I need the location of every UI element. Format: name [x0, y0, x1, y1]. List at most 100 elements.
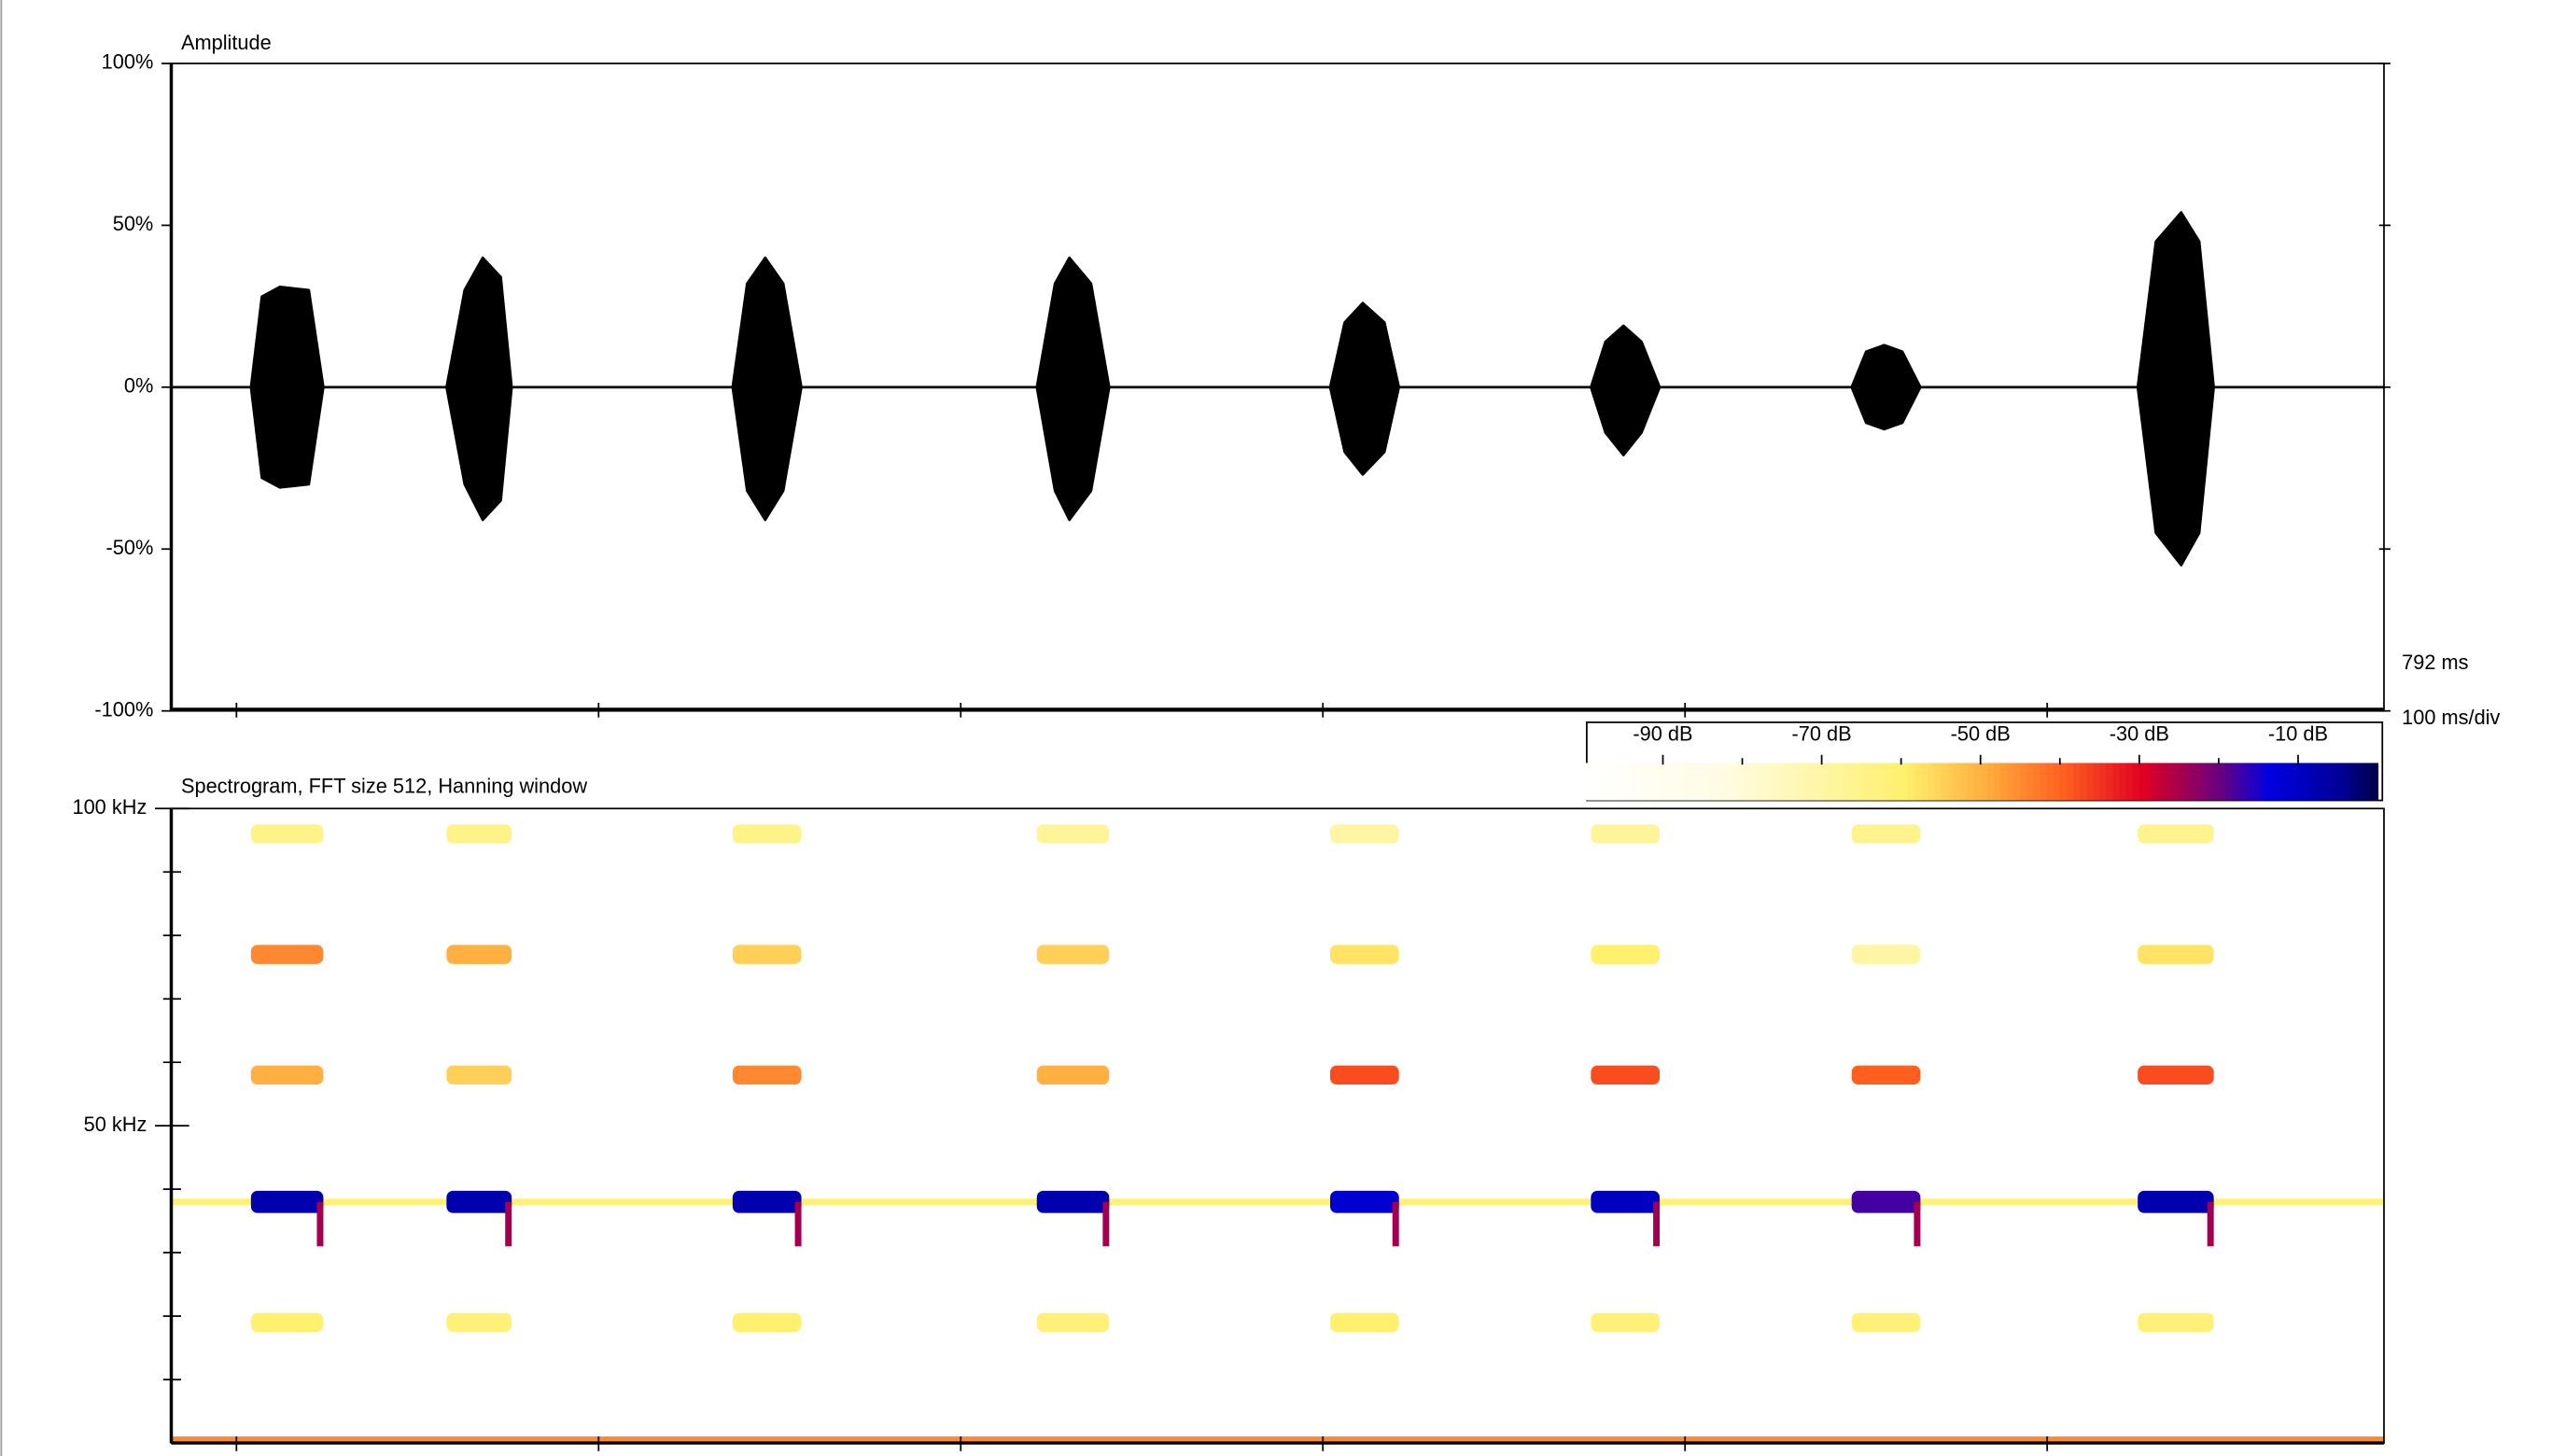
color-swatch — [2013, 763, 2022, 801]
color-swatch — [1676, 763, 1684, 801]
call-tail — [794, 1201, 802, 1247]
color-swatch — [1649, 763, 1658, 801]
waveform — [170, 385, 2386, 567]
color-swatch — [1887, 763, 1896, 801]
harmonic-band — [1329, 1190, 1399, 1213]
call-tail — [2207, 1201, 2214, 1247]
color-swatch — [1782, 763, 1790, 801]
color-swatch — [2318, 763, 2326, 801]
color-swatch — [2265, 763, 2273, 801]
color-swatch — [2251, 763, 2260, 801]
color-swatch — [1960, 763, 1969, 801]
color-swatch — [2218, 763, 2227, 801]
color-swatch — [1729, 763, 1737, 801]
color-swatch — [1986, 763, 1995, 801]
color-swatch — [2066, 763, 2075, 801]
call-tail — [316, 1201, 324, 1247]
color-swatch — [1934, 763, 1942, 801]
color-swatch — [1596, 763, 1605, 801]
color-tick-label: -50 dB — [1951, 722, 2011, 746]
color-swatch — [1999, 763, 2009, 801]
color-scale: -90 dB -70 dB -50 dB -30 dB -10 dB — [1583, 721, 2384, 802]
color-swatch — [1868, 763, 1876, 801]
color-tick-label: -70 dB — [1792, 722, 1852, 746]
spectrogram: 50 kHz 100 kHz — [72, 795, 2385, 1451]
harmonic-band — [250, 945, 324, 964]
color-swatch — [1802, 763, 1810, 801]
color-swatch — [1689, 763, 1697, 801]
color-swatch — [2106, 763, 2114, 801]
color-swatch — [1980, 763, 1988, 801]
color-swatch — [2205, 763, 2213, 801]
color-tick-label: -30 dB — [2110, 722, 2169, 746]
color-swatch — [2099, 763, 2108, 801]
color-swatch — [2305, 763, 2313, 801]
harmonic-band — [1591, 1065, 1661, 1085]
color-swatch — [2291, 763, 2300, 801]
color-swatch — [2311, 763, 2320, 801]
color-swatch — [2245, 763, 2253, 801]
color-swatch — [1947, 763, 1956, 801]
harmonic-band — [1036, 945, 1110, 964]
color-swatch — [1900, 763, 1909, 801]
color-swatch — [1755, 763, 1763, 801]
color-swatch — [1788, 763, 1797, 801]
color-swatch — [2258, 763, 2266, 801]
harmonic-band — [1036, 1190, 1110, 1213]
noise-floor — [171, 1436, 2384, 1444]
color-swatch — [2350, 763, 2359, 801]
color-swatch — [1622, 763, 1632, 801]
color-swatch — [2324, 763, 2333, 801]
harmonic-band — [732, 1190, 802, 1213]
harmonic-band — [250, 1065, 324, 1085]
harmonic-band — [2138, 1312, 2214, 1333]
color-swatch — [1682, 763, 1690, 801]
color-tick-label: -10 dB — [2268, 722, 2328, 746]
color-swatch — [1603, 763, 1611, 801]
y-tick-label: 0% — [124, 374, 153, 398]
color-swatch — [2179, 763, 2187, 801]
harmonic-band — [1036, 824, 1110, 844]
y-tick-label: 50% — [113, 212, 154, 235]
color-swatch — [1735, 763, 1744, 801]
harmonic-band — [1591, 1312, 1661, 1333]
color-swatch — [1669, 763, 1677, 801]
harmonic-band — [446, 1312, 512, 1333]
color-swatch — [1774, 763, 1784, 801]
duration-label: 792 ms — [2402, 651, 2468, 674]
color-swatch — [2224, 763, 2234, 801]
color-swatch — [2059, 763, 2068, 801]
color-swatch — [2138, 763, 2147, 801]
color-swatch — [1834, 763, 1843, 801]
call-tail — [1102, 1201, 1110, 1247]
color-swatch — [2271, 763, 2279, 801]
color-swatch — [2093, 763, 2101, 801]
color-swatch — [1808, 763, 1816, 801]
color-swatch — [2086, 763, 2095, 801]
color-swatch — [1616, 763, 1625, 801]
color-swatch — [2072, 763, 2082, 801]
color-swatch — [2040, 763, 2048, 801]
harmonic-band — [446, 1190, 512, 1213]
color-swatch — [1954, 763, 1962, 801]
harmonic-band — [732, 1065, 802, 1085]
harmonic-band — [1851, 945, 1921, 964]
color-swatch — [2363, 763, 2372, 801]
color-swatch — [2284, 763, 2293, 801]
harmonic-band — [1591, 824, 1661, 844]
color-swatch — [2080, 763, 2088, 801]
color-swatch — [1855, 763, 1863, 801]
color-swatch — [1920, 763, 1929, 801]
color-swatch — [1590, 763, 1598, 801]
color-swatch — [1973, 763, 1982, 801]
harmonic-band — [1851, 824, 1921, 844]
y-tick-label: -100% — [94, 697, 153, 721]
harmonic-band — [2138, 1065, 2214, 1085]
harmonic-band — [732, 945, 802, 964]
harmonic-band — [446, 945, 512, 964]
harmonic-band — [1329, 1065, 1399, 1085]
harmonic-band — [1591, 945, 1661, 964]
color-swatch — [1742, 763, 1750, 801]
color-swatch — [2046, 763, 2054, 801]
